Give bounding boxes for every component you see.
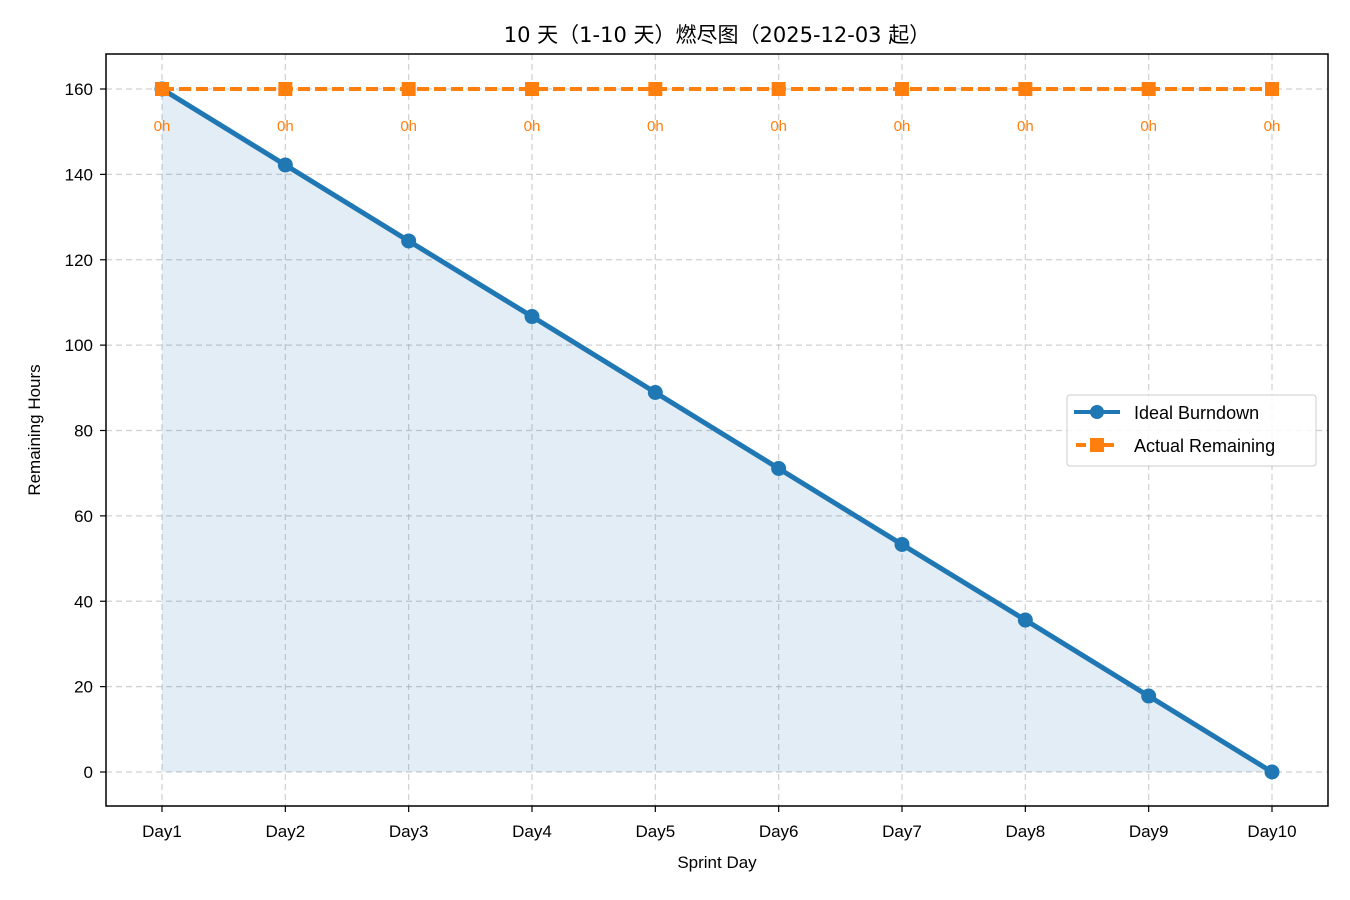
ideal-point — [401, 233, 417, 249]
square-marker-icon — [1090, 438, 1104, 452]
y-axis-ticks: 0 20 40 60 80 100 120 140 160 — [65, 80, 106, 782]
point-annotation: 0h — [894, 118, 911, 135]
x-tick-label: Day7 — [882, 822, 922, 841]
point-annotation: 0h — [277, 118, 294, 135]
y-tick-label: 20 — [74, 678, 93, 697]
point-annotation: 0h — [524, 118, 541, 135]
y-tick-label: 60 — [74, 507, 93, 526]
x-tick-label: Day4 — [512, 822, 552, 841]
actual-point — [1141, 82, 1156, 96]
x-tick-label: Day8 — [1005, 822, 1045, 841]
actual-point — [401, 82, 416, 96]
series-layer — [154, 81, 1280, 780]
ideal-point — [894, 536, 910, 552]
x-axis-ticks: Day1 Day2 Day3 Day4 Day5 Day6 Day7 Day8 Day9 Day1… — [142, 806, 1297, 841]
y-tick-label: 140 — [65, 165, 93, 184]
point-annotation: 0h — [400, 118, 417, 135]
y-tick-label: 80 — [74, 422, 93, 441]
x-tick-label: Day3 — [389, 822, 429, 841]
y-tick-label: 160 — [65, 80, 93, 99]
ideal-point — [1017, 612, 1033, 628]
actual-point — [155, 82, 169, 96]
x-tick-label: Day5 — [635, 822, 675, 841]
actual-point — [1265, 82, 1279, 96]
legend-item-ideal: Ideal Burndown — [1074, 403, 1259, 423]
ideal-point — [647, 385, 663, 401]
ideal-point — [771, 460, 787, 476]
x-tick-label: Day10 — [1247, 822, 1296, 841]
y-tick-label: 0 — [84, 763, 93, 782]
chart-title: 10 天（1-10 天）燃尽图（2025-12-03 起） — [504, 23, 930, 47]
y-tick-label: 120 — [65, 251, 93, 270]
x-tick-label: Day1 — [142, 822, 182, 841]
legend-label-actual: Actual Remaining — [1134, 436, 1275, 456]
point-annotation: 0h — [1017, 118, 1034, 135]
actual-point — [648, 82, 663, 96]
legend-label-ideal: Ideal Burndown — [1134, 403, 1259, 423]
ideal-point — [277, 157, 293, 173]
x-tick-label: Day9 — [1129, 822, 1169, 841]
ideal-point — [524, 309, 540, 325]
y-tick-label: 100 — [65, 336, 93, 355]
point-annotation: 0h — [647, 118, 664, 135]
y-axis-label: Remaining Hours — [25, 364, 44, 495]
x-tick-label: Day2 — [265, 822, 305, 841]
annotations: 0h 0h 0h 0h 0h 0h 0h 0h 0h 0h — [154, 118, 1281, 135]
legend: Ideal Burndown Actual Remaining — [1066, 394, 1317, 467]
actual-point — [525, 82, 539, 96]
actual-point — [771, 82, 786, 96]
point-annotation: 0h — [154, 118, 171, 135]
point-annotation: 0h — [1140, 118, 1157, 135]
ideal-line — [160, 86, 1274, 775]
y-tick-label: 40 — [74, 592, 93, 611]
point-annotation: 0h — [770, 118, 787, 135]
x-tick-label: Day6 — [759, 822, 799, 841]
legend-item-actual: Actual Remaining — [1076, 436, 1275, 456]
legend-box — [1066, 394, 1317, 467]
actual-point — [278, 82, 293, 96]
circle-marker-icon — [1090, 405, 1104, 419]
ideal-point — [1141, 688, 1157, 704]
actual-point — [895, 82, 909, 96]
ideal-point — [1264, 764, 1280, 780]
x-axis-label: Sprint Day — [677, 853, 757, 872]
point-annotation: 0h — [1264, 118, 1281, 135]
actual-point — [1018, 82, 1033, 96]
